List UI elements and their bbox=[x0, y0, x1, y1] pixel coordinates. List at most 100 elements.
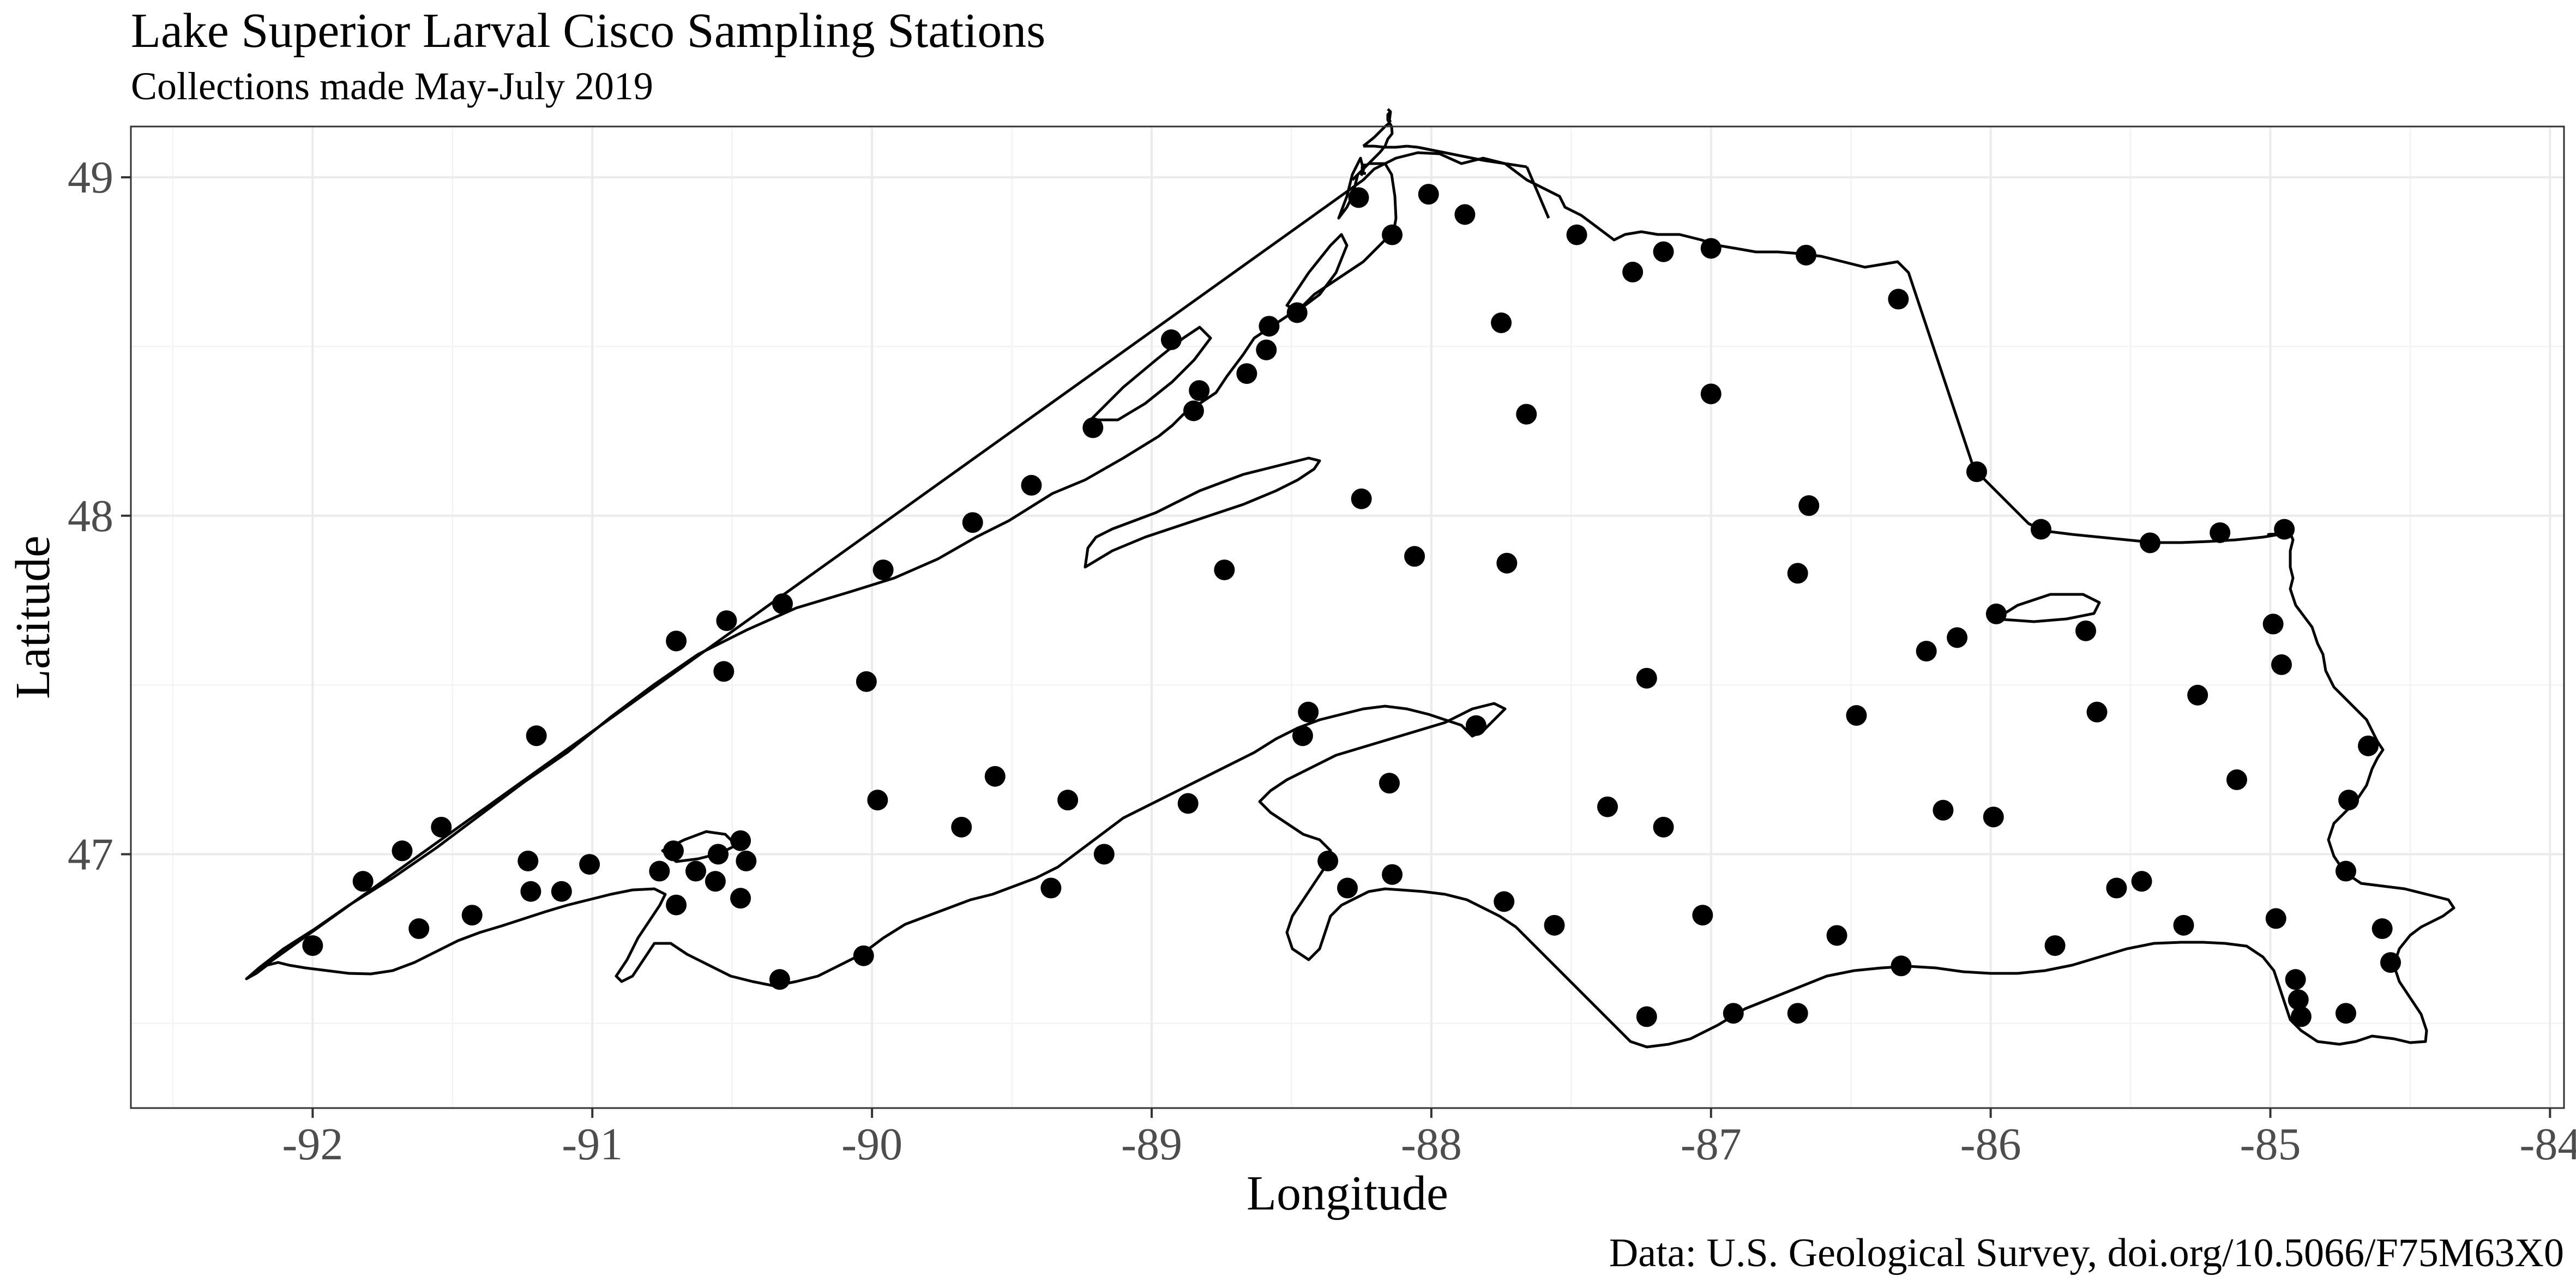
panel-border bbox=[130, 125, 2565, 1109]
station-point bbox=[2274, 519, 2295, 540]
station-point bbox=[2290, 1006, 2312, 1027]
station-point bbox=[853, 945, 874, 966]
station-point bbox=[2187, 684, 2208, 706]
station-point bbox=[1183, 400, 1204, 422]
station-point bbox=[2226, 769, 2247, 790]
station-point bbox=[2075, 620, 2096, 641]
station-point bbox=[1351, 488, 1372, 509]
x-axis: -92 -91 -90 -89 -88 -87 -86 -85 -84 bbox=[282, 1108, 2576, 1170]
station-point bbox=[951, 816, 972, 838]
station-point bbox=[769, 969, 790, 990]
x-tick-label: -87 bbox=[1681, 1119, 1742, 1170]
station-point bbox=[1787, 1003, 1808, 1024]
station-point bbox=[1826, 925, 1847, 946]
station-point bbox=[1379, 773, 1400, 794]
station-point bbox=[1796, 244, 1817, 266]
station-point bbox=[708, 844, 729, 865]
station-point bbox=[1933, 799, 1954, 821]
station-point bbox=[2265, 908, 2286, 929]
station-point bbox=[1404, 546, 1425, 567]
station-point bbox=[520, 881, 541, 902]
y-tick-label: 49 bbox=[68, 152, 113, 203]
plot-panel bbox=[130, 108, 2565, 1109]
station-point bbox=[408, 918, 430, 940]
station-point bbox=[1636, 1006, 1657, 1027]
michipicoten-island bbox=[1994, 593, 2101, 623]
station-point bbox=[1787, 563, 1808, 584]
station-point bbox=[461, 905, 483, 926]
x-tick-label: -84 bbox=[2519, 1119, 2576, 1170]
station-point bbox=[2173, 914, 2194, 936]
station-point bbox=[2357, 735, 2379, 756]
station-point bbox=[2338, 790, 2360, 811]
station-point bbox=[649, 860, 670, 882]
station-point bbox=[2086, 701, 2108, 723]
station-point bbox=[1491, 312, 1512, 333]
station-point bbox=[1236, 363, 1257, 384]
station-point bbox=[1348, 187, 1369, 208]
station-point bbox=[1298, 701, 1319, 723]
station-point bbox=[1516, 404, 1537, 425]
map-subtitle: Collections made May-July 2019 bbox=[131, 64, 653, 108]
station-point bbox=[551, 881, 572, 902]
station-point bbox=[2288, 989, 2309, 1010]
station-point bbox=[1317, 850, 1339, 871]
isle-royale bbox=[1084, 456, 1321, 569]
station-point bbox=[1622, 261, 1644, 282]
station-point bbox=[1636, 667, 1657, 689]
station-point bbox=[1093, 844, 1115, 865]
station-point bbox=[2106, 877, 2127, 899]
station-point bbox=[705, 871, 726, 892]
station-point bbox=[1700, 238, 1722, 259]
station-point bbox=[1544, 914, 1565, 936]
station-point bbox=[1653, 241, 1674, 262]
station-point bbox=[1723, 1003, 1744, 1024]
station-point bbox=[2262, 613, 2284, 635]
station-point bbox=[867, 790, 888, 811]
station-point bbox=[2030, 519, 2051, 540]
station-point bbox=[856, 671, 877, 692]
station-point bbox=[1259, 316, 1280, 337]
x-tick-label: -92 bbox=[282, 1119, 343, 1170]
y-tick-label: 48 bbox=[68, 491, 113, 541]
station-point bbox=[2335, 860, 2356, 882]
station-point bbox=[431, 816, 452, 838]
station-point bbox=[1286, 302, 1308, 323]
station-point bbox=[2372, 918, 2393, 940]
station-point bbox=[1292, 725, 1313, 747]
x-tick-label: -90 bbox=[841, 1119, 902, 1170]
x-tick-label: -91 bbox=[562, 1119, 623, 1170]
station-point bbox=[1494, 891, 1515, 912]
station-point bbox=[730, 830, 751, 851]
station-point bbox=[352, 871, 374, 892]
station-point bbox=[1454, 204, 1476, 225]
station-point bbox=[1418, 184, 1439, 205]
station-point bbox=[392, 840, 413, 862]
station-point bbox=[1040, 877, 1062, 899]
station-point bbox=[1382, 224, 1403, 245]
station-point bbox=[579, 854, 600, 875]
station-point bbox=[2380, 952, 2402, 973]
station-point bbox=[685, 860, 707, 882]
station-point bbox=[1653, 816, 1674, 838]
station-point bbox=[736, 850, 757, 871]
station-point bbox=[1057, 790, 1079, 811]
station-point bbox=[1692, 905, 1713, 926]
station-point bbox=[1985, 603, 2007, 624]
x-tick-label: -88 bbox=[1401, 1119, 1462, 1170]
station-point bbox=[2285, 969, 2306, 990]
map-title: Lake Superior Larval Cisco Sampling Stat… bbox=[131, 4, 1045, 58]
station-point bbox=[2044, 935, 2066, 956]
minor-gridlines bbox=[131, 127, 2564, 1108]
station-point bbox=[772, 593, 793, 615]
station-point bbox=[1465, 715, 1486, 736]
black-bay-peninsula bbox=[1285, 233, 1349, 312]
data-source-caption: Data: U.S. Geological Survey, doi.org/10… bbox=[1609, 1231, 2564, 1275]
sibley-peninsula bbox=[1089, 326, 1212, 422]
station-point bbox=[1566, 224, 1587, 245]
station-point bbox=[663, 840, 684, 862]
station-point bbox=[1947, 627, 1968, 648]
station-point bbox=[962, 512, 983, 533]
station-point bbox=[666, 630, 687, 652]
